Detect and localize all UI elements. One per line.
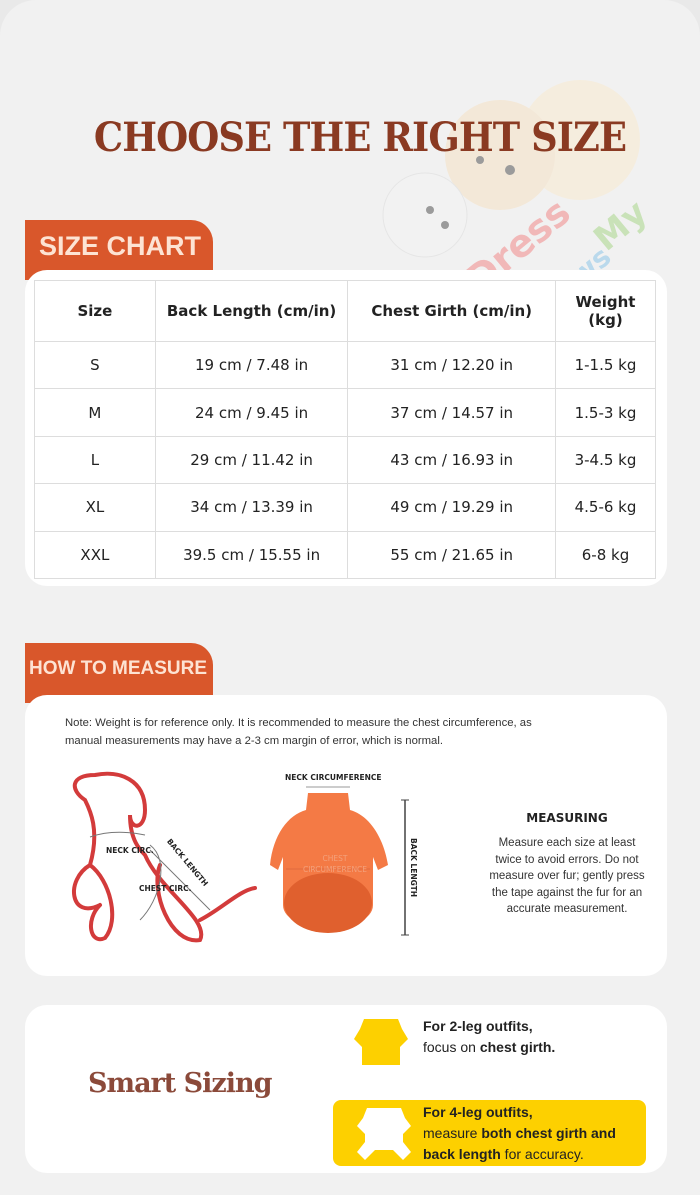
chest-label-line: CIRCUMFERENCE bbox=[302, 865, 368, 874]
neck-circ-label: NECK CIRC. bbox=[106, 846, 154, 855]
measuring-title: MEASURING bbox=[526, 811, 608, 825]
measure-note: Note: Weight is for reference only. It i… bbox=[65, 714, 532, 750]
table-cell: XL bbox=[34, 483, 156, 532]
table-cell: 3-4.5 kg bbox=[555, 435, 656, 485]
chest-circ-label: CHEST CIRC. bbox=[139, 884, 192, 893]
table-row: S 19 cm / 7.48 in 31 cm / 12.20 in 1-1.5 kg bbox=[34, 340, 656, 390]
size-table: Size Back Length (cm/in) Chest Girth (cm… bbox=[34, 280, 656, 579]
two-leg-emphasis: chest girth. bbox=[479, 1039, 556, 1055]
two-leg-tip: For 2-leg outfits, focus on chest girth. bbox=[423, 1016, 555, 1058]
shirt-neck-label: NECK CIRCUMFERENCE bbox=[285, 773, 382, 782]
table-row: M 24 cm / 9.45 in 37 cm / 14.57 in 1.5-3 kg bbox=[34, 388, 656, 437]
column-header: Weight (kg) bbox=[555, 280, 656, 342]
table-cell: 1-1.5 kg bbox=[555, 340, 656, 390]
four-leg-emphasis: both chest girth and bbox=[481, 1125, 616, 1141]
measuring-line: measure over fur; gently press bbox=[489, 870, 645, 882]
table-cell: 55 cm / 21.65 in bbox=[347, 530, 556, 579]
four-leg-tip: For 4-leg outfits, measure both chest gi… bbox=[423, 1102, 616, 1165]
measuring-body: Measure each size at least twice to avoi… bbox=[447, 835, 687, 918]
measuring-line: twice to avoid errors. Do not bbox=[495, 853, 639, 866]
column-header: Size bbox=[34, 280, 156, 342]
how-to-measure-heading: HOW TO MEASURE bbox=[25, 643, 213, 703]
table-cell: XXL bbox=[34, 530, 156, 579]
chest-circumference-label: CHEST CIRCUMFERENCE bbox=[300, 853, 370, 875]
table-row: XXL 39.5 cm / 15.55 in 55 cm / 21.65 in 6-8… bbox=[34, 530, 656, 579]
table-cell: L bbox=[34, 435, 156, 485]
table-cell: 19 cm / 7.48 in bbox=[154, 340, 349, 390]
chest-label-line: CHEST bbox=[322, 854, 348, 863]
table-cell: 49 cm / 19.29 in bbox=[347, 483, 556, 532]
table-cell: 29 cm / 11.42 in bbox=[154, 435, 349, 485]
page-title: CHOOSE THE RIGHT SIZE bbox=[93, 114, 627, 161]
table-cell: 39.5 cm / 15.55 in bbox=[154, 530, 349, 579]
table-cell: 31 cm / 12.20 in bbox=[347, 340, 556, 390]
table-cell: 6-8 kg bbox=[555, 530, 656, 579]
four-leg-heading: For 4-leg outfits, bbox=[423, 1104, 533, 1120]
table-cell: 34 cm / 13.39 in bbox=[154, 483, 349, 532]
table-row: L 29 cm / 11.42 in 43 cm / 16.93 in 3-4.5 k… bbox=[34, 435, 656, 485]
table-row: XL 34 cm / 13.39 in 49 cm / 19.29 in 4.5-6 … bbox=[34, 483, 656, 532]
table-cell: S bbox=[34, 340, 156, 390]
dog-measure-diagram bbox=[72, 771, 257, 943]
four-leg-text: for accuracy. bbox=[500, 1146, 584, 1162]
column-header: Chest Girth (cm/in) bbox=[347, 280, 556, 342]
four-leg-text: measure bbox=[423, 1125, 482, 1141]
measuring-line: the tape against the fur for an bbox=[491, 886, 643, 899]
smart-sizing-title: Smart Sizing bbox=[88, 1068, 273, 1099]
table-cell: 37 cm / 14.57 in bbox=[347, 388, 556, 437]
four-leg-suit-icon bbox=[357, 1108, 411, 1160]
shirt-diagram bbox=[270, 786, 409, 936]
table-cell: M bbox=[34, 388, 156, 437]
two-leg-shirt-icon bbox=[354, 1019, 408, 1065]
four-leg-emphasis: back length bbox=[423, 1146, 501, 1162]
table-header-row: Size Back Length (cm/in) Chest Girth (cm… bbox=[34, 280, 656, 342]
measuring-line: Measure each size at least bbox=[498, 837, 636, 849]
two-leg-heading: For 2-leg outfits, bbox=[423, 1018, 533, 1034]
note-line: Note: Weight is for reference only. It i… bbox=[65, 717, 532, 729]
measuring-line: accurate measurement. bbox=[506, 903, 628, 915]
table-cell: 43 cm / 16.93 in bbox=[347, 435, 556, 485]
table-cell: 4.5-6 kg bbox=[555, 483, 656, 532]
two-leg-text: focus on bbox=[423, 1039, 480, 1055]
note-line: manual measurements may have a 2-3 cm ma… bbox=[65, 735, 443, 747]
shirt-back-length-label: BACK LENGTH bbox=[409, 837, 419, 898]
column-header: Back Length (cm/in) bbox=[154, 280, 349, 342]
table-cell: 1.5-3 kg bbox=[555, 388, 656, 437]
table-cell: 24 cm / 9.45 in bbox=[154, 388, 349, 437]
